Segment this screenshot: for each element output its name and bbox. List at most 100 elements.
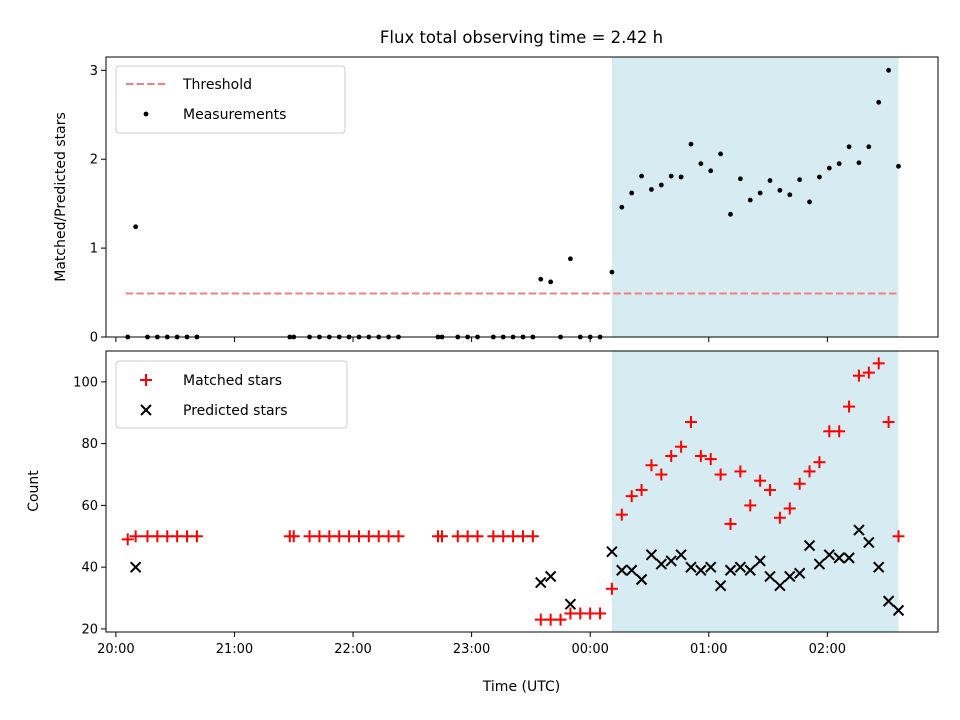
x-tick-label: 02:00 bbox=[809, 642, 846, 657]
predicted-star-marker bbox=[714, 579, 727, 592]
y-tick-label: 2 bbox=[90, 153, 98, 168]
measurement-point bbox=[708, 168, 714, 174]
predicted-star-marker bbox=[129, 561, 142, 573]
predicted-star-marker bbox=[535, 576, 547, 589]
predicted-star-marker bbox=[695, 564, 707, 576]
measurement-point bbox=[737, 176, 743, 182]
measurement-point bbox=[678, 174, 684, 180]
predicted-star-marker bbox=[813, 558, 826, 570]
y-tick-label: 20 bbox=[81, 622, 98, 637]
bottom-x-ticks: 20:00 21:00 22:00 23:00 00:00 01:00 02:00 bbox=[97, 632, 846, 657]
x-tick-label: 22:00 bbox=[334, 642, 371, 657]
bottom-axes-frame bbox=[105, 350, 939, 633]
predicted-star-marker bbox=[665, 555, 677, 567]
predicted-star-marker bbox=[892, 604, 905, 617]
matched-star-marker bbox=[882, 416, 895, 429]
predicted-star-marker bbox=[764, 570, 776, 583]
measurement-point bbox=[846, 144, 852, 150]
predicted-star-marker bbox=[793, 567, 806, 580]
y-tick-label: 1 bbox=[90, 242, 98, 257]
matched-star-marker bbox=[714, 468, 727, 481]
measurement-point bbox=[787, 192, 793, 198]
measurement-point bbox=[658, 182, 664, 188]
matched-star-marker bbox=[783, 502, 796, 515]
measurement-point bbox=[876, 99, 882, 105]
matched-star-marker bbox=[635, 483, 648, 496]
matched-star-marker bbox=[754, 474, 767, 487]
y-tick-label: 60 bbox=[81, 499, 98, 514]
predicted-star-marker bbox=[873, 561, 885, 573]
measurement-point bbox=[797, 177, 803, 183]
measurement-point bbox=[856, 160, 862, 166]
measurement-point bbox=[668, 173, 674, 179]
legend-predicted-swatch bbox=[140, 404, 152, 416]
matched-star-marker bbox=[764, 483, 777, 496]
matched-star-marker bbox=[554, 613, 567, 626]
measurement-point bbox=[688, 141, 694, 147]
matched-star-marker bbox=[862, 366, 875, 379]
measurement-point bbox=[836, 161, 842, 167]
top-shaded-region bbox=[611, 57, 899, 337]
matched-stars-points bbox=[121, 357, 905, 626]
measurement-point bbox=[817, 174, 822, 180]
matched-star-marker bbox=[526, 530, 539, 543]
matched-star-marker bbox=[645, 459, 658, 472]
predicted-star-marker bbox=[843, 552, 855, 564]
measurement-point bbox=[548, 279, 554, 285]
x-tick-label: 20:00 bbox=[97, 642, 134, 657]
measurement-point bbox=[767, 178, 773, 183]
bottom-panel: 20 40 60 80 100 20:00 21:00 22:00 23:00 00:00 01:… bbox=[26, 350, 939, 695]
matched-star-marker bbox=[287, 530, 300, 543]
legend-predicted-label: Predicted stars bbox=[183, 403, 288, 419]
predicted-star-marker bbox=[823, 549, 836, 561]
matched-star-marker bbox=[121, 533, 134, 546]
predicted-star-marker bbox=[853, 524, 865, 536]
predicted-star-marker bbox=[803, 539, 816, 552]
predicted-star-marker bbox=[655, 558, 668, 570]
y-tick-label: 100 bbox=[73, 375, 98, 390]
measurement-point bbox=[728, 211, 733, 217]
measurement-point bbox=[639, 173, 644, 179]
predicted-star-marker bbox=[882, 595, 895, 607]
matched-star-marker bbox=[625, 490, 638, 503]
matched-star-marker bbox=[843, 400, 856, 413]
predicted-star-marker bbox=[685, 561, 697, 573]
matched-star-marker bbox=[892, 530, 905, 543]
predicted-stars-points bbox=[129, 524, 905, 617]
measurement-point bbox=[826, 165, 832, 171]
x-tick-label: 01:00 bbox=[690, 642, 727, 657]
top-axes-frame bbox=[105, 56, 939, 338]
matched-star-marker bbox=[655, 468, 668, 481]
bottom-shaded-region bbox=[611, 351, 899, 632]
matched-star-marker bbox=[813, 456, 826, 469]
measurement-point bbox=[609, 269, 615, 275]
top-y-ticks: 0 1 2 3 bbox=[90, 64, 106, 346]
matched-star-marker bbox=[605, 582, 618, 595]
matched-star-marker bbox=[435, 530, 448, 543]
measurement-point bbox=[777, 187, 783, 193]
y-tick-label: 80 bbox=[81, 437, 98, 452]
predicted-star-marker bbox=[863, 536, 875, 549]
top-panel: 0 1 2 3 Matched/Predicted stars Threshold M… bbox=[53, 56, 939, 346]
matched-star-marker bbox=[392, 530, 405, 543]
matched-star-marker bbox=[803, 465, 816, 478]
predicted-star-marker bbox=[635, 573, 648, 586]
chart-title: Flux total observing time = 2.42 h bbox=[380, 28, 663, 47]
predicted-star-marker bbox=[784, 570, 796, 583]
legend-threshold-label: Threshold bbox=[182, 77, 252, 93]
matched-star-marker bbox=[744, 499, 757, 512]
matched-star-marker bbox=[872, 357, 885, 370]
measurement-point bbox=[538, 276, 544, 282]
measurement-point bbox=[896, 163, 901, 169]
predicted-star-marker bbox=[734, 561, 747, 573]
top-y-axis-label: Matched/Predicted stars bbox=[53, 112, 69, 282]
bottom-legend-box bbox=[115, 360, 348, 429]
y-tick-label: 3 bbox=[90, 64, 98, 79]
x-tick-label: 21:00 bbox=[216, 642, 253, 657]
predicted-star-marker bbox=[675, 549, 687, 561]
measurement-point bbox=[718, 151, 724, 157]
matched-star-marker bbox=[734, 465, 747, 478]
matched-star-marker bbox=[665, 449, 678, 462]
measurement-point bbox=[649, 187, 654, 192]
